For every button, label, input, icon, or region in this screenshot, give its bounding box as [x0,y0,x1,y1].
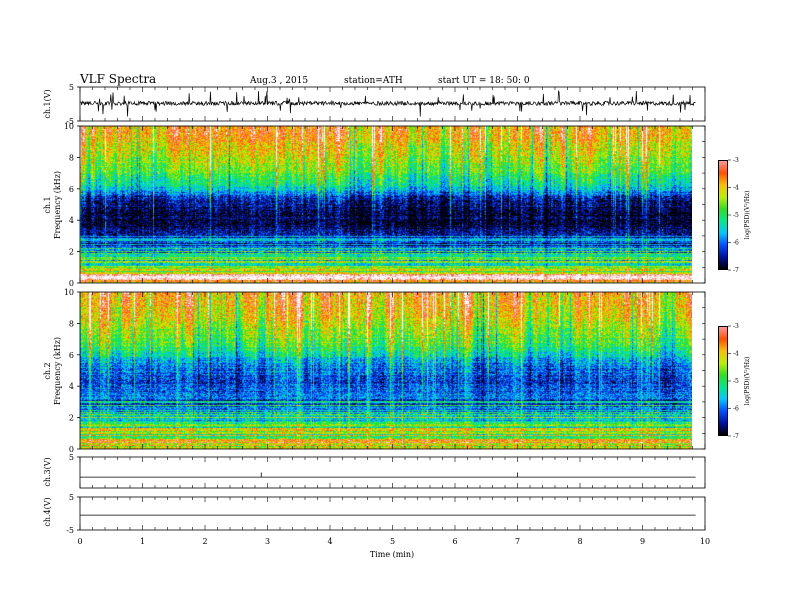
ch4-waveform-ylabel: ch.4(V) [43,497,52,526]
ch2-spectrogram-ytick-label-4: 8 [69,319,74,328]
ch1-spectrogram-ytick-label-3: 6 [69,185,74,194]
ch1-spectrogram-ytick-label-0: 0 [69,279,74,288]
ch3-waveform-ytick-label-0: 5 [69,453,74,462]
ch1-spectrogram-ytick-label-2: 4 [69,216,74,225]
ch1-spectrogram-ylabel: ch.1 Frequency (kHz) [43,171,62,239]
ch2-spectrogram-ylabel-line2: Frequency (kHz) [53,337,62,405]
ch1-spectrogram-cbar-tick-label-2: -5 [733,212,739,219]
ch2-colorbar [718,326,728,436]
ch1-waveform-ytick-label-0: 5 [69,83,74,92]
ch2-spectrogram-cbar-tick-label-4: -7 [733,433,739,440]
station-label: station=ATH [344,76,403,86]
figure-title: VLF Spectra [79,72,156,86]
x-tick-label-3: 3 [265,537,270,546]
ch2-spectrogram-cbar-tick-label-2: -5 [733,378,739,385]
ch1-colorbar-label: log(PSD)(V²/Hz) [744,191,751,240]
ch1-waveform-ylabel: ch.1(V) [43,89,52,118]
ch2-spectrogram-image [80,292,692,449]
start-time-label: start UT = 18: 50: 0 [438,76,530,86]
ch2-spectrogram-ytick-label-5: 10 [64,288,74,297]
ch1-spectrogram-image [80,126,692,283]
ch1-spectrogram-cbar-tick-label-0: -3 [733,157,739,164]
ch1-spectrogram-ytick-label-4: 8 [69,153,74,162]
ch2-spectrogram-ylabel: ch.2 Frequency (kHz) [43,337,62,405]
x-tick-label-2: 2 [202,537,207,546]
ch3-waveform-ylabel: ch.3(V) [43,457,52,486]
x-tick-label-1: 1 [140,537,145,546]
ch4-waveform-ytick-label-0: 5 [69,493,74,502]
ch2-spectrogram-ytick-label-0: 0 [69,445,74,454]
x-tick-label-6: 6 [452,537,457,546]
x-tick-label-5: 5 [390,537,395,546]
ch2-spectrogram-ytick-label-3: 6 [69,351,74,360]
ch1-spectrogram-ylabel-line1: ch.1 [43,196,52,213]
ch2-spectrogram-ytick-label-2: 4 [69,382,74,391]
x-tick-label-10: 10 [700,537,710,546]
date-label: Aug.3 , 2015 [249,76,308,86]
ch1-spectrogram-cbar-tick-label-1: -4 [733,185,739,192]
ch1-spectrogram-ylabel-line2: Frequency (kHz) [53,171,62,239]
ch2-colorbar-label: log(PSD)(V²/Hz) [744,357,751,406]
ch2-spectrogram-cbar-tick-label-3: -6 [733,406,739,413]
ch1-spectrogram-cbar-tick-label-3: -6 [733,240,739,247]
ch4-waveform-ytick-label-1: -5 [66,526,74,535]
x-tick-label-7: 7 [515,537,520,546]
ch1-spectrogram-ytick-label-1: 2 [69,248,74,257]
ch1-waveform-trace [79,89,696,117]
ch1-spectrogram-ytick-label-5: 10 [64,122,74,131]
ch1-colorbar [718,160,728,270]
x-tick-label-0: 0 [77,537,82,546]
ch2-spectrogram-cbar-tick-label-0: -3 [733,323,739,330]
waveform-traces [79,89,696,516]
ch2-spectrogram-ylabel-line1: ch.2 [43,362,52,379]
x-axis-label: Time (min) [370,550,414,559]
ch1-spectrogram-cbar-tick-label-4: -7 [733,267,739,274]
x-tick-label-8: 8 [577,537,582,546]
ch1-waveform-ytick-label-1: -5 [66,117,74,126]
ch2-spectrogram-cbar-tick-label-1: -4 [733,351,739,358]
x-tick-label-4: 4 [327,537,332,546]
x-tick-label-9: 9 [640,537,645,546]
ch2-spectrogram-ytick-label-1: 2 [69,414,74,423]
